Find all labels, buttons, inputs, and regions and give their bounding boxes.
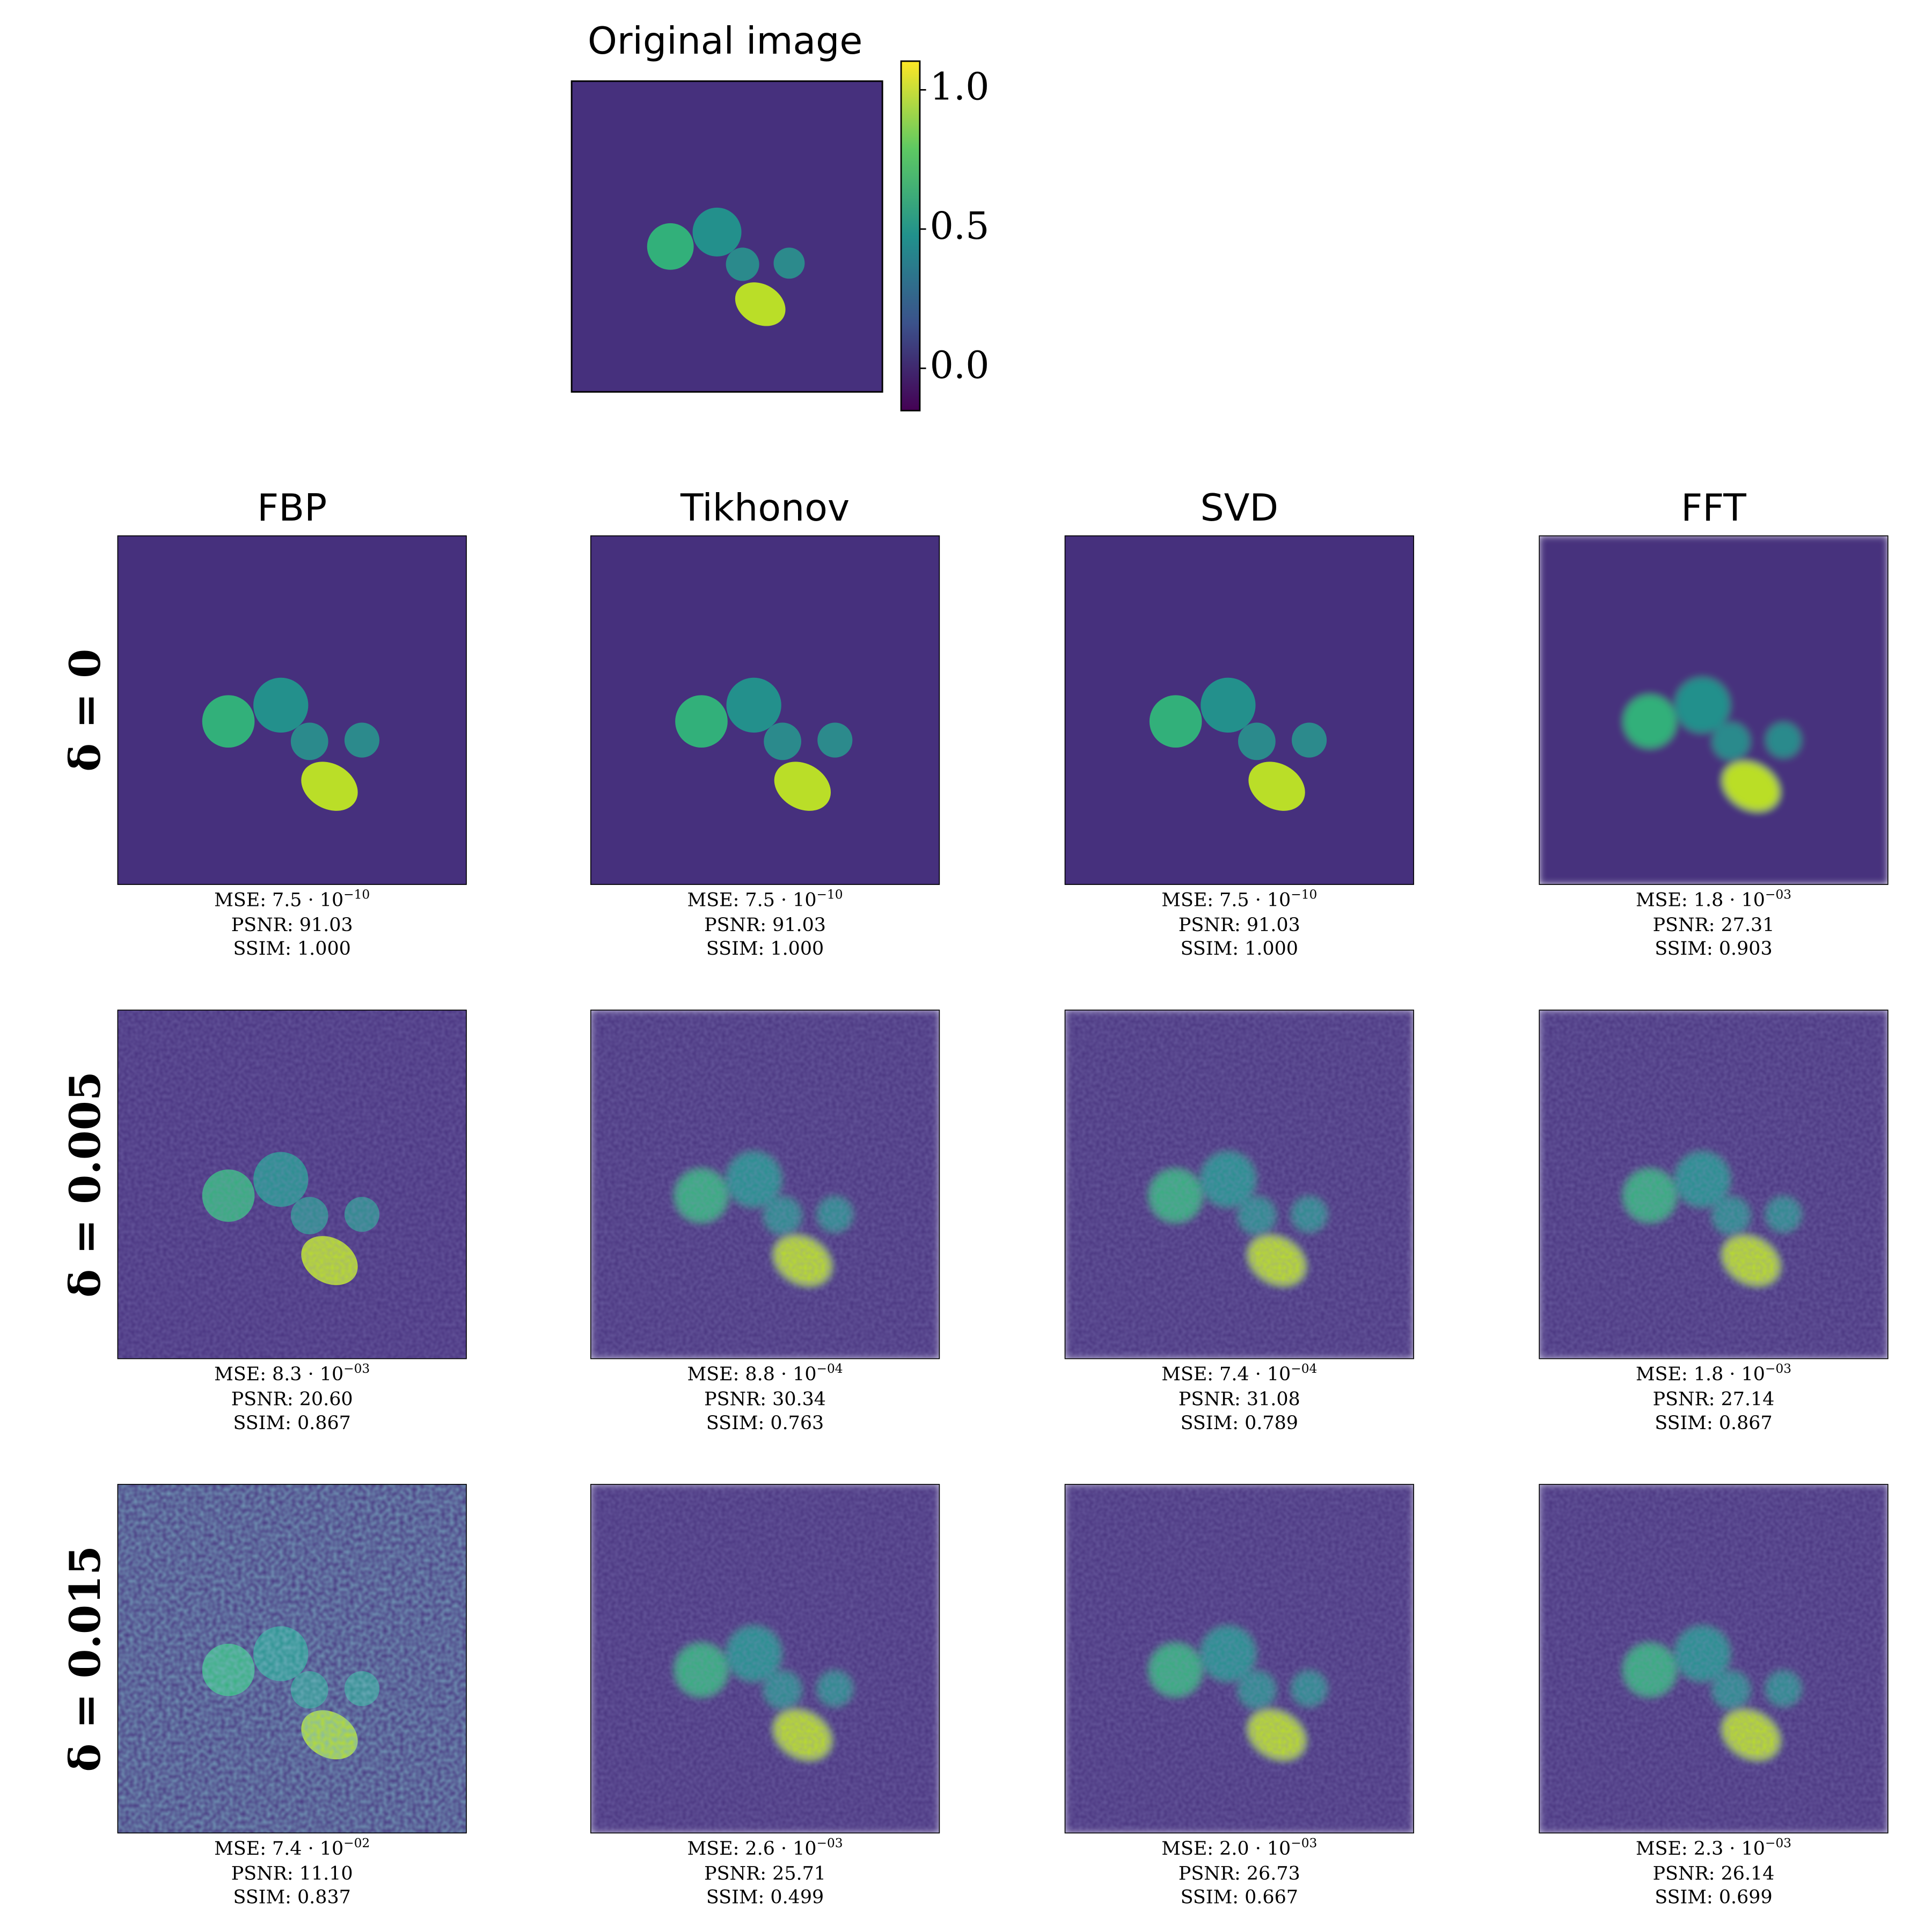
original-title: Original image <box>588 19 862 63</box>
reconstruction-image <box>1064 1484 1414 1834</box>
mse-text: MSE: 1.8 · 10−03 <box>1636 1362 1791 1385</box>
mse-text: MSE: 8.3 · 10−03 <box>214 1362 370 1385</box>
mse-text: MSE: 7.4 · 10−02 <box>214 1836 370 1860</box>
mse-text: MSE: 7.5 · 10−10 <box>1161 887 1317 911</box>
noise <box>590 1484 940 1834</box>
noise <box>590 1009 940 1359</box>
mse-exponent: −04 <box>817 1362 843 1376</box>
psnr-text: PSNR: 20.60 <box>231 1389 353 1410</box>
ssim-text: SSIM: 0.867 <box>233 1413 351 1434</box>
ssim-text: SSIM: 1.000 <box>1181 938 1298 960</box>
psnr-text: PSNR: 26.73 <box>1179 1863 1300 1884</box>
column-title: FBP <box>257 486 327 530</box>
psnr-text: PSNR: 27.14 <box>1653 1389 1775 1410</box>
colorbar-tick-label: 0.5 <box>930 204 990 248</box>
reconstruction-image <box>1539 535 1889 885</box>
mse-exponent: −02 <box>343 1836 370 1850</box>
mse-value: MSE: 7.5 · 10 <box>214 889 343 911</box>
mse-exponent: −10 <box>343 887 370 902</box>
reconstruction-image <box>590 1484 940 1834</box>
psnr-text: PSNR: 25.71 <box>704 1863 826 1884</box>
reconstruction-image <box>1539 1009 1889 1359</box>
mse-exponent: −10 <box>817 887 843 902</box>
noise <box>117 1484 467 1834</box>
original-image <box>570 80 883 393</box>
image-content <box>590 535 940 885</box>
mse-text: MSE: 8.8 · 10−04 <box>687 1362 843 1385</box>
mse-text: MSE: 2.0 · 10−03 <box>1161 1836 1317 1860</box>
ssim-text: SSIM: 0.837 <box>233 1887 351 1908</box>
mse-text: MSE: 1.8 · 10−03 <box>1636 887 1791 911</box>
mse-value: MSE: 8.8 · 10 <box>687 1364 817 1385</box>
row-label: δ = 0.005 <box>60 1071 110 1298</box>
reconstruction-image <box>1064 1009 1414 1359</box>
mse-exponent: −03 <box>343 1362 370 1376</box>
reconstruction-image <box>117 1484 467 1834</box>
mse-text: MSE: 7.5 · 10−10 <box>687 887 843 911</box>
mse-value: MSE: 7.4 · 10 <box>1161 1364 1291 1385</box>
mse-exponent: −03 <box>1291 1836 1317 1850</box>
mse-value: MSE: 2.6 · 10 <box>687 1838 817 1860</box>
column-title: FFT <box>1681 486 1746 530</box>
reconstruction-image <box>590 535 940 885</box>
mse-exponent: −03 <box>817 1836 843 1850</box>
image-content <box>1064 535 1414 885</box>
mse-text: MSE: 2.6 · 10−03 <box>687 1836 843 1860</box>
mse-value: MSE: 1.8 · 10 <box>1636 1364 1765 1385</box>
reconstruction-image <box>117 535 467 885</box>
psnr-text: PSNR: 91.03 <box>1179 914 1300 936</box>
mse-value: MSE: 2.0 · 10 <box>1161 1838 1291 1860</box>
noise <box>1539 1009 1889 1359</box>
mse-value: MSE: 7.5 · 10 <box>1161 889 1291 911</box>
mse-value: MSE: 7.4 · 10 <box>214 1838 343 1860</box>
ssim-text: SSIM: 0.867 <box>1655 1413 1772 1434</box>
image-content <box>1539 535 1889 885</box>
reconstruction-image <box>590 1009 940 1359</box>
column-title: SVD <box>1200 486 1278 530</box>
column-title: Tikhonov <box>680 486 850 530</box>
psnr-text: PSNR: 91.03 <box>704 914 826 936</box>
psnr-text: PSNR: 30.34 <box>704 1389 826 1410</box>
ssim-text: SSIM: 1.000 <box>706 938 824 960</box>
mse-text: MSE: 7.4 · 10−04 <box>1161 1362 1317 1385</box>
ssim-text: SSIM: 0.789 <box>1181 1413 1298 1434</box>
reconstruction-image <box>1539 1484 1889 1834</box>
colorbar-tick-label: 0.0 <box>930 343 990 387</box>
psnr-text: PSNR: 91.03 <box>231 914 353 936</box>
psnr-text: PSNR: 26.14 <box>1653 1863 1775 1884</box>
mse-text: MSE: 7.5 · 10−10 <box>214 887 370 911</box>
psnr-text: PSNR: 27.31 <box>1653 914 1775 936</box>
psnr-text: PSNR: 11.10 <box>231 1863 353 1884</box>
mse-text: MSE: 2.3 · 10−03 <box>1636 1836 1791 1860</box>
row-label: δ = 0.015 <box>60 1546 110 1772</box>
mse-exponent: −10 <box>1291 887 1317 902</box>
noise <box>117 1009 467 1359</box>
ssim-text: SSIM: 0.763 <box>706 1413 824 1434</box>
mse-value: MSE: 8.3 · 10 <box>214 1364 343 1385</box>
noise <box>1064 1484 1414 1834</box>
colorbar <box>900 60 921 412</box>
ssim-text: SSIM: 1.000 <box>233 938 351 960</box>
mse-value: MSE: 7.5 · 10 <box>687 889 817 911</box>
mse-value: MSE: 2.3 · 10 <box>1636 1838 1765 1860</box>
row-label: δ = 0 <box>60 649 110 772</box>
mse-exponent: −03 <box>1765 1836 1791 1850</box>
image-content <box>117 535 467 885</box>
ssim-text: SSIM: 0.499 <box>706 1887 824 1908</box>
reconstruction-image <box>1064 535 1414 885</box>
ssim-text: SSIM: 0.903 <box>1655 938 1772 960</box>
mse-exponent: −04 <box>1291 1362 1317 1376</box>
mse-exponent: −03 <box>1765 1362 1791 1376</box>
ssim-text: SSIM: 0.699 <box>1655 1887 1772 1908</box>
mse-value: MSE: 1.8 · 10 <box>1636 889 1765 911</box>
reconstruction-image <box>117 1009 467 1359</box>
noise <box>1064 1009 1414 1359</box>
noise <box>1539 1484 1889 1834</box>
ssim-text: SSIM: 0.667 <box>1181 1887 1298 1908</box>
colorbar-tick-label: 1.0 <box>930 65 990 108</box>
psnr-text: PSNR: 31.08 <box>1179 1389 1300 1410</box>
mse-exponent: −03 <box>1765 887 1791 902</box>
